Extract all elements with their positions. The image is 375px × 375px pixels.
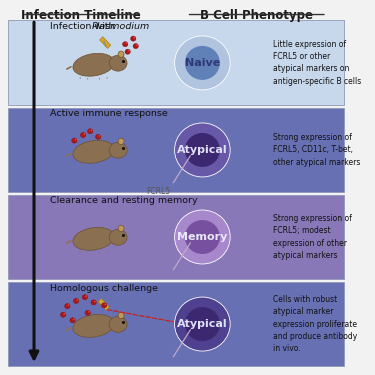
- Bar: [98, 298, 109, 310]
- Text: Atypical: Atypical: [177, 319, 228, 329]
- Text: Memory: Memory: [177, 232, 228, 242]
- Ellipse shape: [133, 44, 138, 49]
- Ellipse shape: [73, 228, 114, 250]
- Text: Little expression of
FCRL5 or other
atypical markers on
antigen-specific B cells: Little expression of FCRL5 or other atyp…: [273, 40, 361, 86]
- Text: Atypical: Atypical: [177, 145, 228, 155]
- Text: Homologous challenge: Homologous challenge: [50, 284, 158, 292]
- Text: Infection with: Infection with: [50, 22, 117, 32]
- Text: Naive: Naive: [185, 58, 220, 68]
- Ellipse shape: [126, 42, 127, 44]
- Ellipse shape: [136, 44, 138, 46]
- Ellipse shape: [68, 304, 69, 306]
- Ellipse shape: [63, 313, 65, 315]
- Ellipse shape: [109, 142, 127, 158]
- Ellipse shape: [96, 134, 101, 140]
- FancyBboxPatch shape: [8, 195, 344, 279]
- Text: Infection Timeline: Infection Timeline: [21, 9, 141, 22]
- Ellipse shape: [64, 304, 70, 309]
- FancyBboxPatch shape: [8, 108, 344, 192]
- Text: Active immune response: Active immune response: [50, 110, 168, 118]
- Text: Strong expression of
FCRL5; modest
expression of other
atypical markers: Strong expression of FCRL5; modest expre…: [273, 214, 351, 260]
- Ellipse shape: [175, 297, 230, 351]
- Ellipse shape: [70, 318, 75, 323]
- Ellipse shape: [109, 55, 127, 71]
- Ellipse shape: [175, 210, 230, 264]
- Text: Plasmodium: Plasmodium: [92, 22, 150, 32]
- Ellipse shape: [72, 138, 77, 143]
- Ellipse shape: [76, 299, 78, 301]
- Ellipse shape: [60, 312, 66, 317]
- Ellipse shape: [109, 230, 127, 245]
- Ellipse shape: [81, 132, 86, 138]
- Ellipse shape: [118, 138, 124, 144]
- Ellipse shape: [85, 310, 90, 315]
- Ellipse shape: [73, 140, 114, 163]
- Ellipse shape: [87, 129, 93, 134]
- Ellipse shape: [75, 139, 76, 141]
- Ellipse shape: [185, 220, 220, 254]
- Ellipse shape: [185, 46, 220, 80]
- Ellipse shape: [73, 53, 114, 76]
- Text: B Cell Phenotype: B Cell Phenotype: [200, 9, 313, 22]
- Ellipse shape: [118, 51, 124, 57]
- Ellipse shape: [90, 129, 92, 131]
- Text: FCRL5: FCRL5: [146, 186, 170, 195]
- Text: Clearance and resting memory: Clearance and resting memory: [50, 196, 197, 206]
- Ellipse shape: [123, 42, 128, 47]
- Ellipse shape: [175, 36, 230, 90]
- Ellipse shape: [118, 225, 124, 232]
- FancyBboxPatch shape: [8, 21, 344, 105]
- Ellipse shape: [125, 49, 130, 54]
- Ellipse shape: [73, 315, 114, 338]
- Ellipse shape: [109, 316, 127, 332]
- Ellipse shape: [105, 304, 106, 305]
- Ellipse shape: [99, 135, 100, 137]
- Ellipse shape: [91, 300, 96, 305]
- Ellipse shape: [88, 311, 90, 313]
- Ellipse shape: [74, 298, 79, 303]
- Ellipse shape: [102, 303, 107, 308]
- Bar: [100, 37, 111, 48]
- Text: Strong expression of
FCRL5, CD11c, T-bet,
other atypical markers: Strong expression of FCRL5, CD11c, T-bet…: [273, 133, 360, 166]
- Ellipse shape: [118, 312, 124, 319]
- Ellipse shape: [185, 307, 220, 341]
- Ellipse shape: [82, 295, 87, 300]
- Ellipse shape: [94, 301, 96, 302]
- Ellipse shape: [185, 133, 220, 167]
- Ellipse shape: [130, 36, 136, 41]
- Ellipse shape: [73, 319, 75, 320]
- Text: Cells with robust
atypical marker
expression proliferate
and produce antibody
in: Cells with robust atypical marker expres…: [273, 295, 357, 353]
- Ellipse shape: [83, 133, 85, 135]
- Ellipse shape: [128, 50, 130, 51]
- Ellipse shape: [134, 37, 135, 39]
- FancyBboxPatch shape: [8, 282, 344, 366]
- Ellipse shape: [175, 123, 230, 177]
- Ellipse shape: [85, 296, 87, 297]
